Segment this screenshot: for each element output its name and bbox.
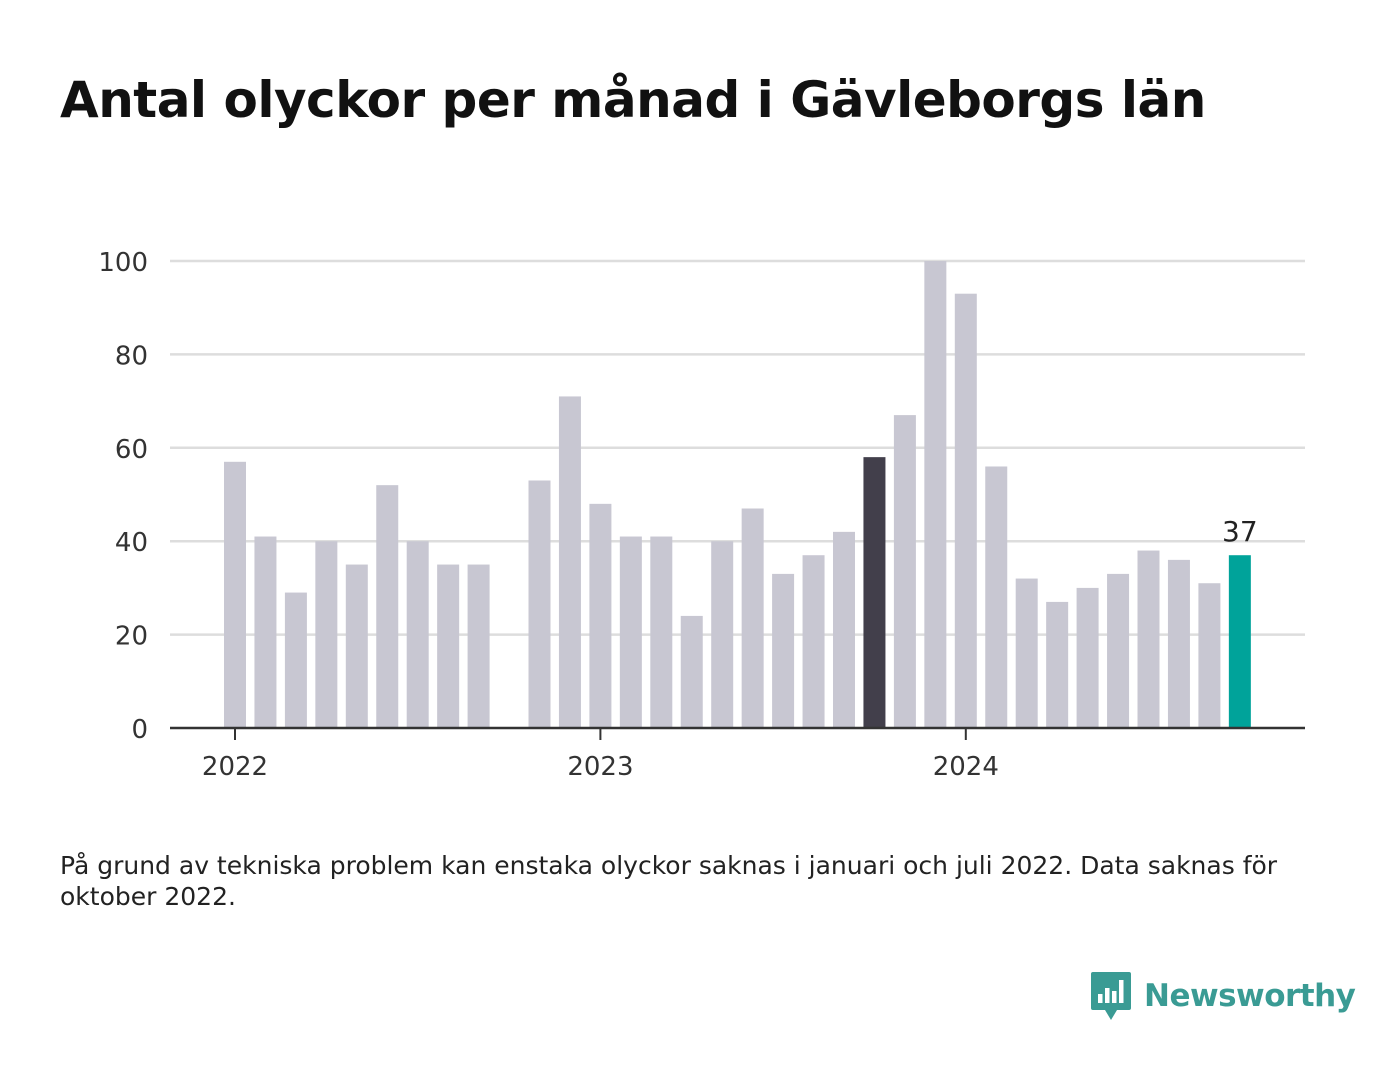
bar-2022-04 <box>315 541 338 728</box>
bar-2024-01 <box>954 293 977 728</box>
bar-2024-02 <box>985 466 1008 728</box>
x-tick-label: 2024 <box>933 752 999 782</box>
y-tick-label: 20 <box>115 622 148 652</box>
x-axis-tick-labels: 2022 2023 2024 <box>202 752 999 782</box>
bar-2022-01 <box>224 461 246 728</box>
chart-title: Antal olyckor per månad i Gävleborgs län <box>60 71 1206 129</box>
bar-2023-01 <box>589 503 612 728</box>
bar-2023-11 <box>893 415 916 728</box>
bar-2024-08 <box>1167 559 1190 728</box>
bar-2024-06 <box>1107 573 1130 728</box>
bar-2022-12 <box>558 396 581 728</box>
bar-chart-speech-bubble-icon <box>1091 972 1131 1020</box>
bar-2024-05 <box>1076 587 1099 728</box>
bar-2023-10 <box>863 457 886 728</box>
bar-2024-10 <box>1228 555 1251 728</box>
x-axis <box>170 726 1305 740</box>
bar-2023-08 <box>802 555 825 728</box>
bar-2024-03 <box>1015 578 1038 728</box>
gridlines <box>170 259 1305 636</box>
bar-chart: 0 20 40 60 80 100 2022 2023 2024 37 <box>98 248 1305 782</box>
bar-2022-03 <box>284 592 307 728</box>
bar-2022-08 <box>437 564 460 728</box>
y-tick-label: 60 <box>115 435 148 465</box>
data-label: 37 <box>1222 515 1258 548</box>
bar-2022-11 <box>528 480 551 728</box>
bar-2024-04 <box>1046 601 1069 728</box>
bar-2022-02 <box>254 536 277 728</box>
bar-2023-06 <box>741 508 764 728</box>
bar-2023-12 <box>924 261 947 728</box>
bar-2023-04 <box>680 615 703 728</box>
bar-2022-07 <box>406 541 429 728</box>
bar-2023-05 <box>711 541 734 728</box>
y-tick-label: 0 <box>131 715 148 745</box>
bar-2024-07 <box>1137 550 1160 728</box>
bar-2022-06 <box>376 485 399 728</box>
newsworthy-logo[interactable]: Newsworthy <box>1090 968 1356 1024</box>
x-tick-label: 2023 <box>567 752 633 782</box>
y-tick-label: 100 <box>98 248 148 278</box>
bar-2022-09 <box>467 564 490 728</box>
bar-2023-07 <box>772 573 795 728</box>
data-labels: 37 <box>1222 515 1258 548</box>
footnote: På grund av tekniska problem kan enstaka… <box>60 851 1278 911</box>
bar-2023-03 <box>650 536 673 728</box>
x-tick-label: 2022 <box>202 752 268 782</box>
bar-2023-09 <box>833 531 855 728</box>
y-tick-label: 40 <box>115 528 148 558</box>
brand-name: Newsworthy <box>1144 978 1356 1014</box>
bar-2023-02 <box>619 536 642 728</box>
bar-2024-09 <box>1198 583 1221 728</box>
y-tick-label: 80 <box>115 341 148 371</box>
y-axis-tick-labels: 0 20 40 60 80 100 <box>98 248 148 745</box>
bars <box>224 261 1251 728</box>
bar-2022-05 <box>345 564 368 728</box>
